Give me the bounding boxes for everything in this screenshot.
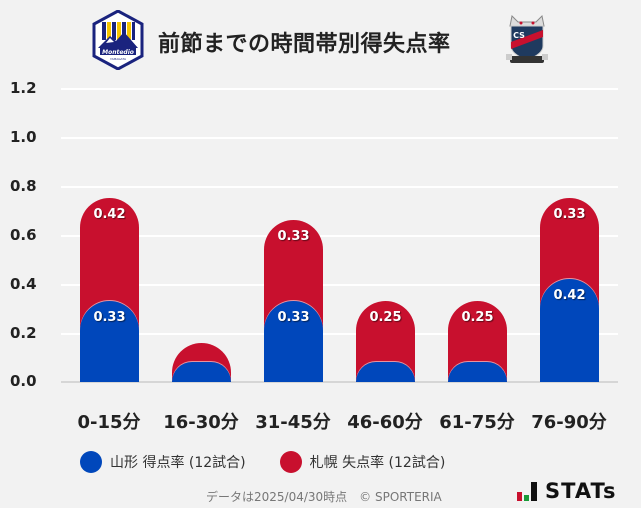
svg-text:Montedio: Montedio — [102, 49, 134, 56]
legend-label: 札幌 失点率 (12試合) — [309, 455, 446, 471]
bar-value-label: 0.42 — [93, 207, 126, 223]
chart-title: 前節までの時間帯別得失点率 — [158, 32, 451, 57]
stats-brand-text: STATs — [545, 479, 617, 503]
y-tick-label: 0.4 — [10, 275, 37, 293]
y-tick-label: 0.6 — [10, 226, 37, 244]
gridline — [61, 333, 618, 335]
y-tick-label: 0.2 — [10, 324, 37, 342]
bar-value-label: 0.33 — [277, 310, 310, 326]
svg-text:YAMAGATA: YAMAGATA — [110, 57, 127, 61]
bar-value-label: 0.33 — [277, 229, 310, 245]
stats-bar-icon — [517, 482, 537, 501]
y-tick-label: 0.8 — [10, 177, 37, 195]
stats-brand-logo: STATs — [517, 476, 637, 502]
x-tick-label: 76-90分 — [531, 412, 607, 433]
x-tick-label: 16-30分 — [163, 412, 239, 433]
chart-header: Montedio YAMAGATA 前節までの時間帯別得失点率 CS — [0, 0, 641, 80]
y-tick-label: 1.0 — [10, 128, 37, 146]
bar-value-label: 0.33 — [93, 310, 126, 326]
svg-text:CS: CS — [513, 31, 525, 40]
x-tick-label: 46-60分 — [347, 412, 423, 433]
bar-value-label: 0.25 — [369, 310, 402, 326]
x-tick-label: 31-45分 — [255, 412, 331, 433]
gridline — [61, 284, 618, 286]
gridline — [61, 88, 618, 90]
bar-value-label: 0.42 — [553, 288, 586, 304]
chart-legend: 山形 得点率 (12試合) 札幌 失点率 (12試合) — [80, 449, 479, 475]
bar-yamagata-scored — [540, 279, 599, 382]
legend-label: 山形 得点率 (12試合) — [110, 455, 246, 471]
y-tick-label: 1.2 — [10, 79, 37, 97]
legend-dot-red-icon — [279, 451, 302, 473]
gridline — [61, 137, 618, 139]
bar-yamagata-scored — [448, 362, 507, 382]
bar-value-label: 0.33 — [553, 207, 586, 223]
legend-item-sapporo[interactable]: 札幌 失点率 (12試合) — [279, 451, 446, 473]
bar-yamagata-scored — [264, 301, 323, 382]
legend-item-yamagata[interactable]: 山形 得点率 (12試合) — [80, 451, 246, 473]
x-tick-label: 61-75分 — [439, 412, 515, 433]
bar-yamagata-scored — [172, 362, 231, 382]
legend-dot-blue-icon — [80, 451, 102, 473]
bar-value-label: 0.25 — [461, 310, 494, 326]
x-tick-label: 0-15分 — [77, 412, 141, 433]
montedio-yamagata-logo-icon: Montedio YAMAGATA — [92, 10, 144, 70]
gridline — [61, 186, 618, 188]
consadole-sapporo-logo-icon: CS — [506, 14, 548, 63]
gridline — [61, 235, 618, 237]
x-axis-baseline — [61, 381, 618, 383]
footer-credit: データは2025/04/30時点 © SPORTERIA — [206, 490, 442, 504]
bar-chart: 1.2 1.0 0.8 0.6 0.4 0.2 0.0 0.42 0.33 0.33… — [10, 79, 618, 433]
y-tick-label: 0.0 — [10, 372, 37, 390]
bar-yamagata-scored — [80, 301, 139, 382]
bar-yamagata-scored — [356, 362, 415, 382]
